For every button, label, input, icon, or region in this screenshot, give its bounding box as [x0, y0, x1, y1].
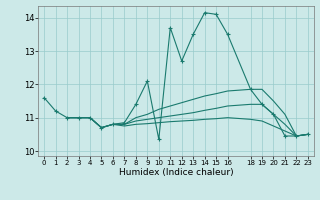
X-axis label: Humidex (Indice chaleur): Humidex (Indice chaleur): [119, 168, 233, 177]
